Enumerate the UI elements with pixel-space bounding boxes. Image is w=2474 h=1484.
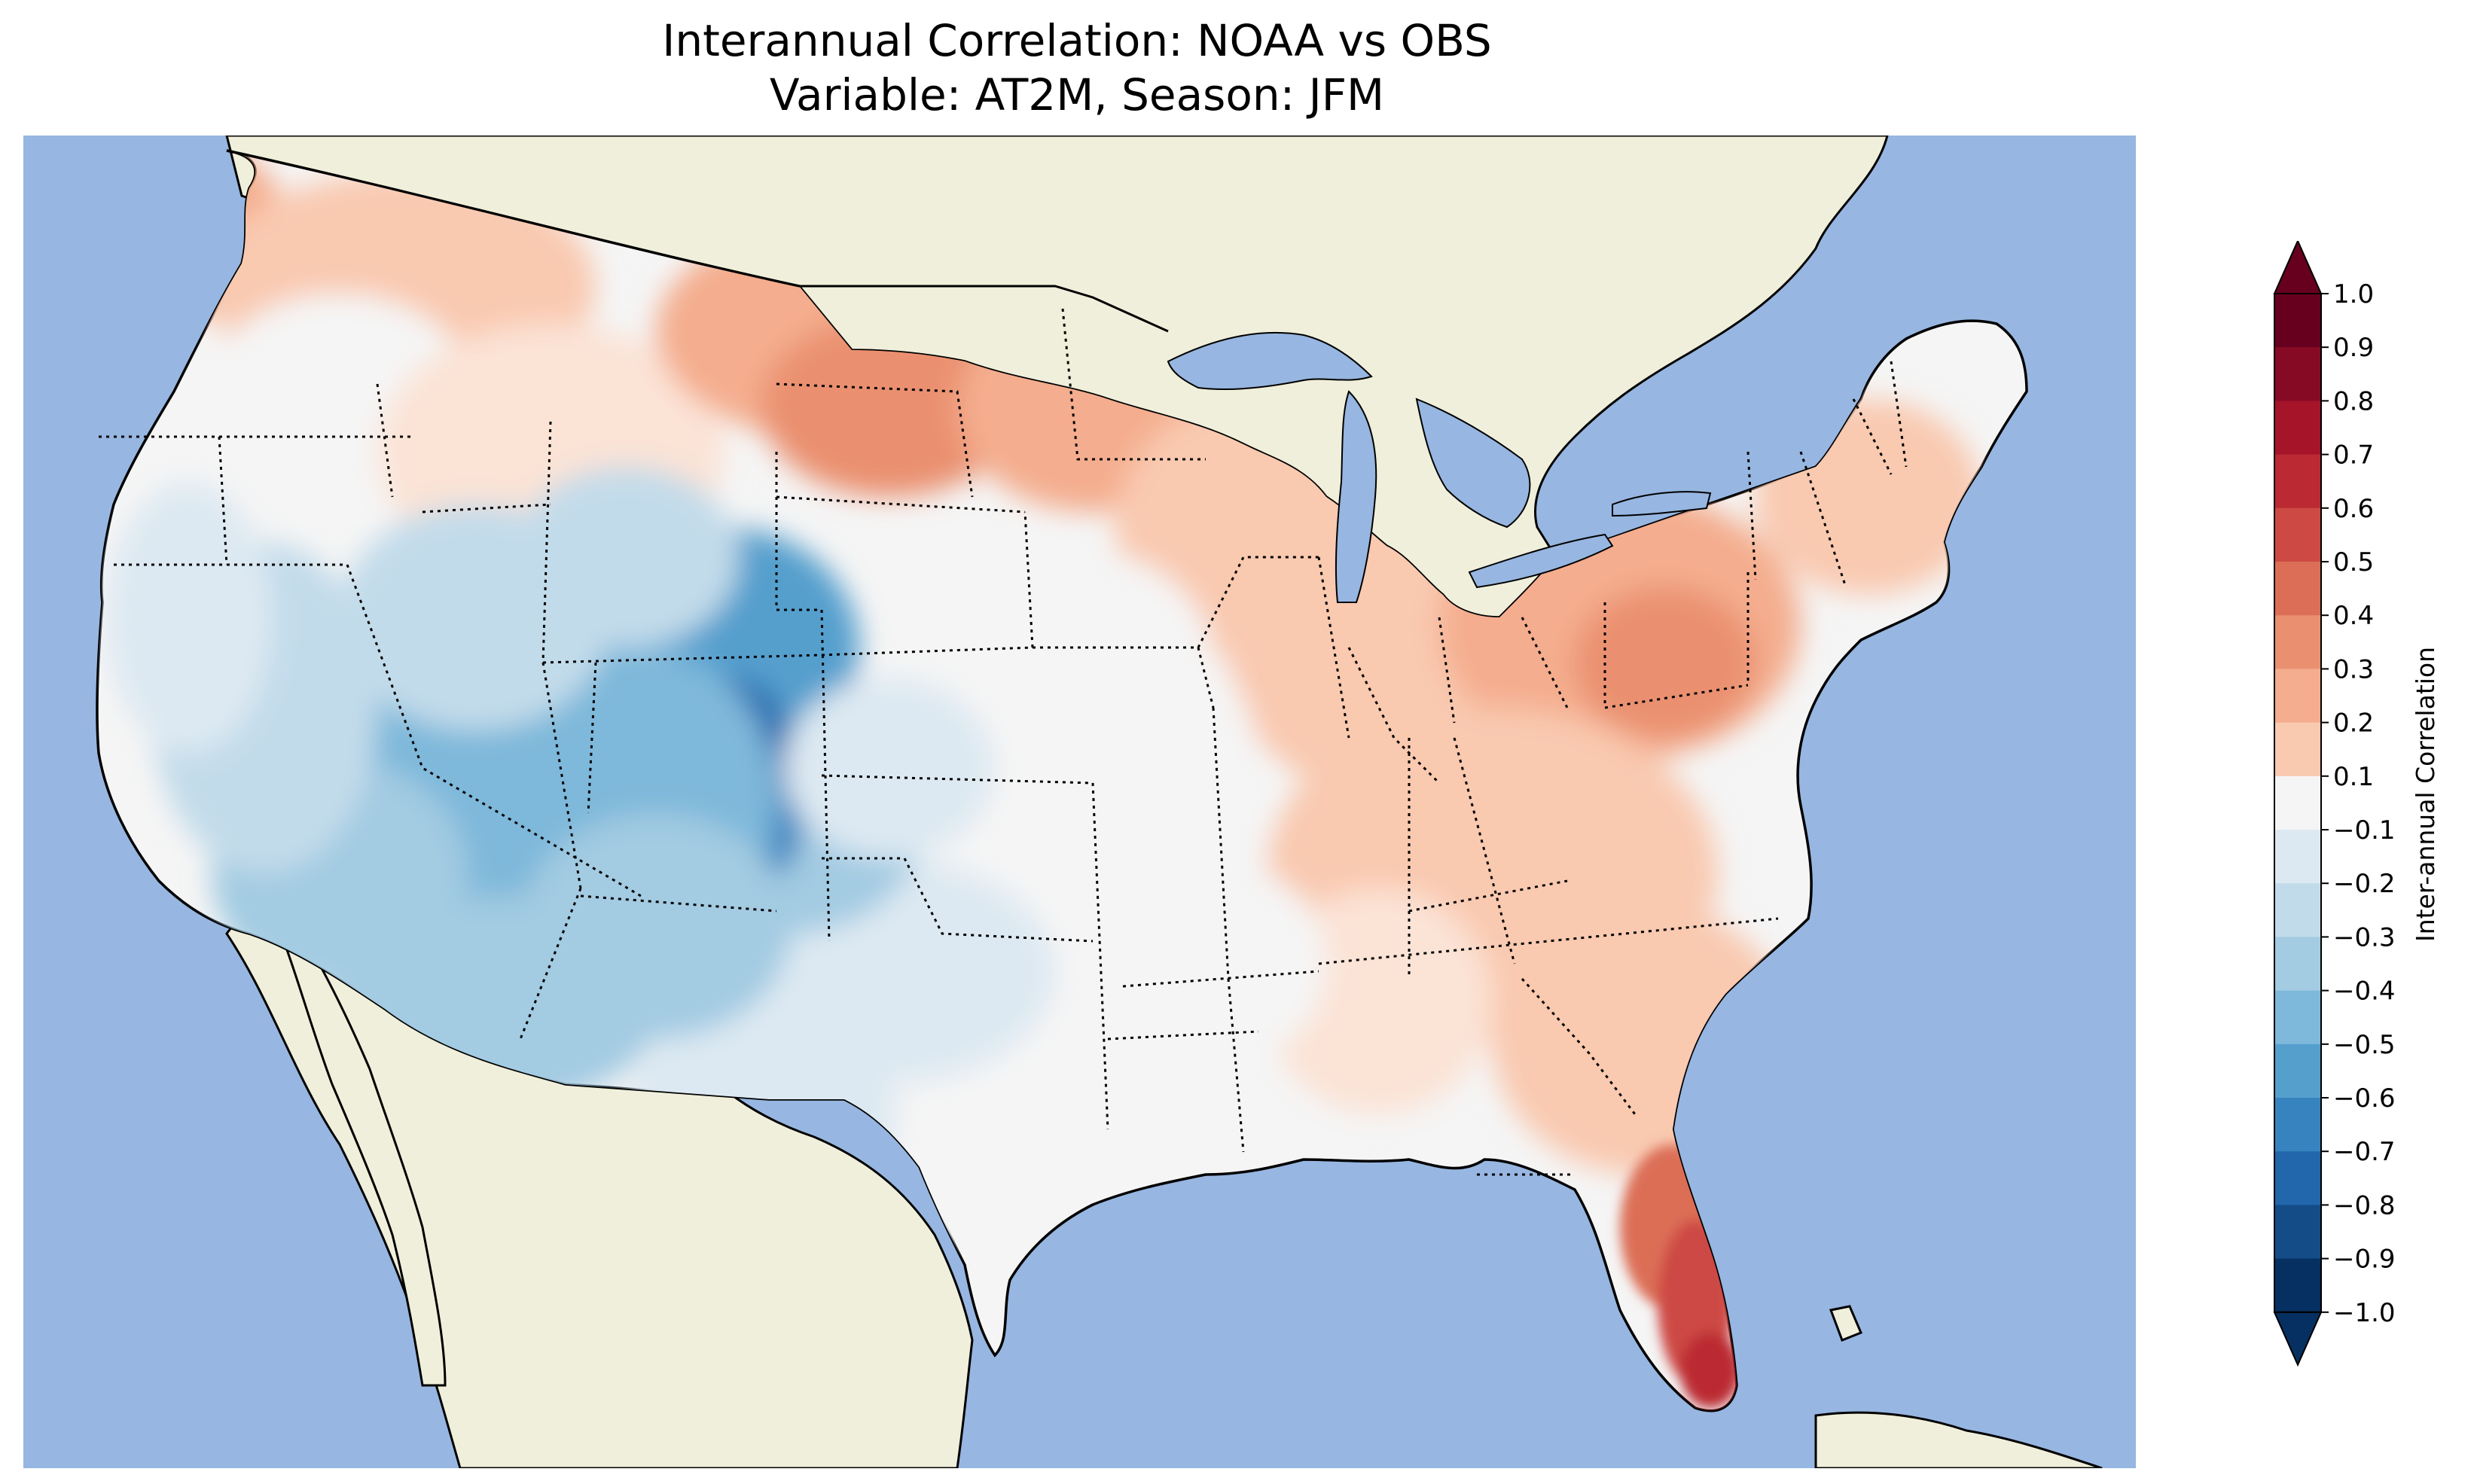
correlation-contour xyxy=(1575,587,1756,738)
colorbar-tick-label: −0.4 xyxy=(2333,977,2396,1007)
correlation-contour xyxy=(761,316,1017,497)
canada-border xyxy=(226,149,1169,333)
state-border xyxy=(822,857,1094,943)
colorbar-tick-label: −0.3 xyxy=(2333,922,2396,952)
state-border xyxy=(1746,451,1757,580)
colorbar-extend-min xyxy=(2273,1311,2323,1367)
great-lakes xyxy=(1167,331,1712,603)
colorbar-segment xyxy=(2274,1205,2321,1260)
colorbar-segment xyxy=(2274,830,2321,884)
colorbar-tick-label: −0.7 xyxy=(2333,1137,2396,1167)
state-border xyxy=(1453,737,1516,964)
colorbar-tick-label: 1.0 xyxy=(2333,279,2374,309)
state-border xyxy=(1852,398,1893,475)
colorbar-tick-label: −0.6 xyxy=(2333,1083,2396,1114)
map-panel xyxy=(23,136,2136,1468)
colorbar-segment xyxy=(2274,937,2321,992)
chart-subtitle: Variable: AT2M, Season: JFM xyxy=(769,69,1385,120)
colorbar-segment xyxy=(2274,669,2321,724)
state-border xyxy=(542,654,822,664)
colorbar-tick-label: −1.0 xyxy=(2333,1298,2396,1328)
colorbar-segment xyxy=(2274,1044,2321,1099)
colorbar-segment xyxy=(2274,562,2321,616)
lake-ontario xyxy=(1612,491,1712,517)
state-border xyxy=(541,662,582,889)
colorbar-tick-label: −0.8 xyxy=(2333,1190,2396,1220)
colorbar-tick-label: 0.9 xyxy=(2333,333,2374,363)
state-border xyxy=(1603,602,1749,709)
colorbar-extend-max xyxy=(2273,241,2323,294)
colorbar-tick-label: 0.3 xyxy=(2333,654,2374,684)
state-border xyxy=(346,564,642,897)
state-border xyxy=(1023,511,1034,648)
colorbar-segment xyxy=(2274,990,2321,1045)
state-border xyxy=(821,646,1033,657)
state-border xyxy=(1107,1030,1259,1041)
colorbar-label: Inter-annual Correlation xyxy=(2411,647,2440,942)
baja-peninsula xyxy=(269,907,447,1387)
lake-huron xyxy=(1415,398,1531,529)
state-border xyxy=(1317,556,1350,739)
colorbar-tick-label: 0.5 xyxy=(2333,547,2374,577)
colorbar-segment xyxy=(2274,294,2321,348)
state-border xyxy=(1197,556,1319,648)
colorbar-tick-label: −0.5 xyxy=(2333,1030,2396,1060)
state-border xyxy=(1799,451,1847,588)
state-border xyxy=(1212,707,1230,980)
colorbar-tick-label: 0.4 xyxy=(2333,601,2374,631)
state-border xyxy=(1122,970,1319,988)
state-border xyxy=(1521,977,1637,1115)
state-border xyxy=(587,662,597,814)
colorbar-outline xyxy=(2274,293,2322,1313)
state-border xyxy=(1890,361,1908,468)
colorbar-segment xyxy=(2274,615,2321,669)
correlation-contour xyxy=(513,467,739,648)
lake-michigan xyxy=(1335,390,1377,603)
state-border xyxy=(1347,647,1441,785)
colorbar-segment xyxy=(2274,722,2321,777)
state-border xyxy=(1438,617,1456,724)
colorbar: 1.0 0.9 0.8 0.7 0.6 0.5 0.4 0.3 0.2 0.1 −0.1 −0.2 −0… xyxy=(2273,241,2440,1367)
cuba-island xyxy=(1814,1411,2103,1468)
correlation-contour xyxy=(1680,1333,1740,1408)
colorbar-segment xyxy=(2274,401,2321,456)
state-border xyxy=(541,421,552,663)
state-border xyxy=(1061,308,1206,461)
state-border xyxy=(776,608,831,942)
colorbar-tick-label: 0.2 xyxy=(2333,708,2374,739)
colorbar-segment xyxy=(2274,454,2321,509)
state-border xyxy=(776,382,974,498)
colorbar-segment xyxy=(2274,776,2321,830)
colorbar-tick-label: −0.1 xyxy=(2333,815,2396,846)
state-border xyxy=(580,894,777,913)
colorbar-tick-label: −0.9 xyxy=(2333,1245,2396,1275)
state-border xyxy=(218,436,228,565)
colorbar-tick-label: 0.8 xyxy=(2333,386,2374,416)
state-border xyxy=(1091,782,1109,1130)
colorbar-segment xyxy=(2274,507,2321,562)
state-borders xyxy=(99,308,1908,1176)
chart-title: Interannual Correlation: NOAA vs OBS xyxy=(662,15,1492,66)
colorbar-segment xyxy=(2274,883,2321,937)
colorbar-segment xyxy=(2274,347,2321,401)
colorbar-segment xyxy=(2274,1258,2321,1313)
correlation-contour xyxy=(784,678,995,858)
state-border xyxy=(821,774,1094,785)
correlation-contour xyxy=(106,482,272,753)
lake-erie xyxy=(1468,533,1614,589)
state-border xyxy=(422,503,551,513)
colorbar-tick-label: −0.2 xyxy=(2333,869,2396,899)
correlation-contour xyxy=(942,550,1213,776)
bahamas-island xyxy=(1829,1305,1862,1342)
colorbar-tick-label: 0.6 xyxy=(2333,494,2374,524)
state-border xyxy=(1521,617,1569,708)
colorbar-tick-label: 0.1 xyxy=(2333,762,2374,792)
state-border xyxy=(1318,917,1779,965)
colorbar-segment xyxy=(2274,1151,2321,1205)
lake-superior xyxy=(1167,331,1373,390)
colorbar-tick-label: 0.7 xyxy=(2333,440,2374,471)
state-border xyxy=(1227,978,1245,1153)
colorbar-segment xyxy=(2274,1098,2321,1152)
